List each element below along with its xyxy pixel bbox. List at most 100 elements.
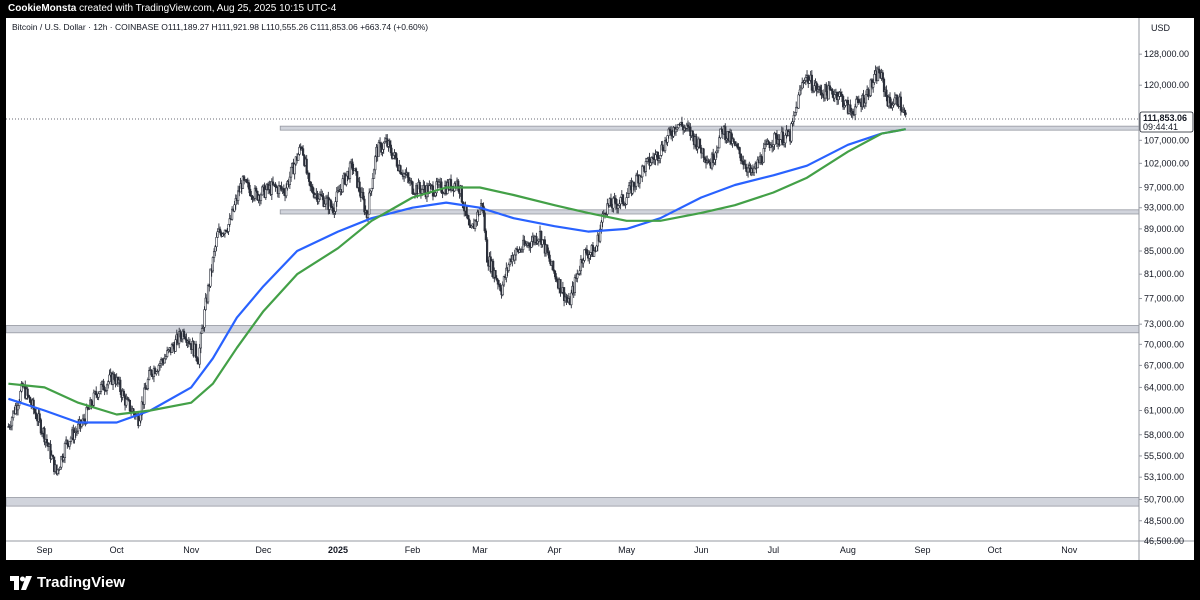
candle-body: [164, 356, 168, 360]
candle-body: [395, 157, 398, 167]
candle-body: [157, 365, 160, 372]
candle-body: [501, 284, 504, 296]
candle-body: [179, 331, 182, 338]
candle-body: [423, 185, 426, 191]
y-tick-label: 97,000.00: [1144, 182, 1184, 192]
candle-body: [374, 156, 377, 171]
candle-body: [26, 388, 29, 396]
y-tick-label: 50,700.00: [1144, 494, 1184, 504]
candle-body: [713, 159, 716, 164]
x-tick-label: Jun: [694, 545, 709, 555]
candle-body: [481, 202, 484, 207]
candle-body: [270, 181, 273, 195]
last-price-label: 111,853.06: [1143, 113, 1187, 123]
candle-body: [808, 80, 811, 84]
candle-body: [215, 237, 218, 248]
candle-body: [625, 197, 628, 205]
candle-body: [317, 198, 320, 202]
candle-body: [548, 254, 551, 262]
candle-body: [377, 142, 380, 157]
candle-body: [73, 432, 76, 440]
candle-body: [324, 197, 328, 205]
candle-body: [644, 161, 647, 172]
candle-body: [486, 239, 489, 263]
candle-body: [10, 417, 14, 427]
candle-body: [585, 249, 589, 255]
candle-body: [555, 278, 558, 282]
last-price-badge: [1139, 111, 1194, 133]
candle-body: [484, 230, 488, 241]
candle-body: [32, 399, 35, 410]
candle-body: [664, 140, 667, 152]
candle-body: [903, 109, 906, 114]
candle-body: [228, 218, 231, 225]
candle-body: [354, 168, 358, 172]
candle-body: [797, 94, 800, 109]
candle-body: [621, 194, 625, 205]
candle-body: [77, 423, 80, 432]
candle-body: [720, 128, 723, 130]
candle-body: [483, 212, 486, 232]
symbol-legend: Bitcoin / U.S. Dollar · 12h · COINBASE O…: [12, 22, 428, 32]
candle-body: [599, 228, 602, 242]
tradingview-brand[interactable]: TradingView: [37, 574, 126, 591]
candle-body: [363, 198, 366, 213]
candle-body: [125, 398, 128, 406]
x-tick-label: Sep: [914, 545, 930, 555]
candle-body: [237, 190, 240, 201]
candle-body: [657, 158, 661, 161]
candle-body: [301, 148, 305, 156]
candle-body: [43, 428, 46, 443]
candle-body: [600, 221, 603, 230]
candle-body: [253, 187, 257, 199]
candle-body: [348, 162, 352, 179]
candle-body: [724, 126, 727, 141]
price-chart[interactable]: USD 128,000.00 120,000.00 107,000.00 102,000…: [6, 18, 1194, 560]
candle-body: [582, 260, 585, 264]
candle-body: [891, 104, 894, 108]
candle-body: [163, 358, 166, 364]
candle-body: [119, 379, 122, 392]
tradingview-logo-icon: [10, 575, 32, 590]
candle-body: [790, 123, 793, 142]
chart-panel[interactable]: USD 128,000.00 120,000.00 107,000.00 102,000…: [6, 18, 1194, 560]
candle-body: [573, 277, 577, 294]
candle-body: [885, 89, 888, 98]
candle-body: [87, 408, 91, 410]
candle-body: [881, 72, 884, 80]
candle-body: [288, 176, 291, 185]
candle-body: [828, 85, 831, 90]
x-tick-label: May: [618, 545, 636, 555]
candle-body: [351, 161, 354, 170]
candle-body: [876, 68, 880, 82]
candle-body: [632, 181, 635, 187]
candle-body: [122, 390, 125, 397]
candle-body: [92, 392, 95, 406]
candle-body: [578, 270, 581, 274]
candle-body: [656, 151, 659, 161]
y-tick-label: 89,000.00: [1144, 224, 1184, 234]
candle-body: [203, 309, 206, 328]
candle-body: [261, 186, 264, 196]
y-tick-label: 64,000.00: [1144, 382, 1184, 392]
candle-body: [389, 144, 392, 154]
y-tick-label: 53,100.00: [1144, 472, 1184, 482]
candle-body: [323, 203, 326, 207]
candle-body: [896, 95, 899, 106]
candle-body: [513, 254, 516, 261]
sr-zone-3: [6, 497, 1140, 507]
candle-body: [565, 296, 568, 300]
candle-body: [127, 398, 130, 401]
candle-body: [612, 197, 615, 209]
candle-body: [831, 89, 834, 95]
candle-body: [804, 77, 807, 81]
chart-header: CookieMonsta created with TradingView.co…: [0, 0, 1200, 20]
y-tick-label: 48,500.00: [1144, 516, 1184, 526]
y-tick-label: 102,000.00: [1144, 158, 1189, 168]
candle-body: [899, 96, 902, 111]
candle-body: [496, 279, 500, 285]
x-tick-label: Aug: [840, 545, 856, 555]
candle-body: [467, 218, 471, 226]
price-axis[interactable]: [1139, 18, 1194, 560]
